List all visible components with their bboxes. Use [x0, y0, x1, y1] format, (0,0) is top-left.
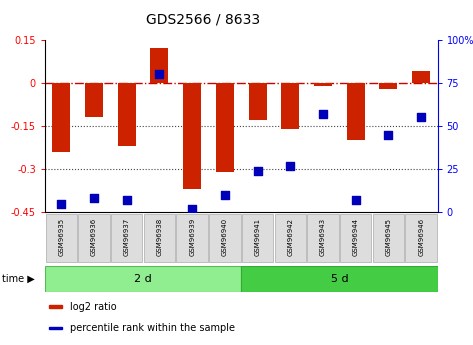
Bar — [150, 48, 168, 83]
Point — [188, 206, 196, 211]
Text: GSM96946: GSM96946 — [418, 218, 424, 256]
Text: GSM96941: GSM96941 — [254, 218, 261, 256]
Point — [254, 168, 262, 174]
Text: GSM96937: GSM96937 — [124, 218, 130, 256]
Text: GSM96938: GSM96938 — [157, 218, 162, 256]
Point — [287, 163, 294, 168]
Text: 5 d: 5 d — [331, 274, 348, 284]
Bar — [249, 83, 267, 120]
Text: GSM96940: GSM96940 — [222, 218, 228, 256]
Bar — [49, 327, 62, 329]
Bar — [118, 83, 136, 146]
Bar — [347, 83, 365, 140]
Bar — [85, 83, 103, 117]
Bar — [45, 266, 241, 292]
Bar — [216, 83, 234, 172]
Point — [156, 71, 163, 77]
Bar — [144, 214, 175, 263]
Point — [90, 196, 98, 201]
Text: GSM96936: GSM96936 — [91, 218, 97, 256]
Text: GSM96943: GSM96943 — [320, 218, 326, 256]
Bar — [49, 305, 62, 308]
Bar — [379, 83, 397, 89]
Text: GSM96935: GSM96935 — [58, 218, 64, 256]
Text: percentile rank within the sample: percentile rank within the sample — [70, 323, 235, 333]
Bar — [79, 214, 110, 263]
Point — [221, 192, 228, 198]
Point — [58, 201, 65, 206]
Bar — [209, 214, 241, 263]
Point — [123, 197, 131, 203]
Bar — [314, 83, 332, 86]
Bar — [45, 214, 77, 263]
Point — [417, 115, 425, 120]
Bar — [340, 214, 371, 263]
Bar — [307, 214, 339, 263]
Text: GSM96945: GSM96945 — [385, 218, 392, 256]
Bar — [53, 83, 70, 152]
Point — [385, 132, 392, 137]
Bar — [373, 214, 404, 263]
Bar — [176, 214, 208, 263]
Bar — [275, 214, 306, 263]
Point — [319, 111, 327, 117]
Text: time ▶: time ▶ — [2, 274, 35, 284]
Text: GSM96942: GSM96942 — [287, 218, 293, 256]
Bar — [242, 214, 273, 263]
Bar — [183, 83, 201, 189]
Text: log2 ratio: log2 ratio — [70, 302, 116, 312]
Text: GSM96939: GSM96939 — [189, 218, 195, 256]
Bar — [412, 71, 430, 83]
Bar — [405, 214, 437, 263]
Bar — [281, 83, 299, 129]
Text: GSM96944: GSM96944 — [353, 218, 359, 256]
Text: GDS2566 / 8633: GDS2566 / 8633 — [146, 12, 261, 26]
Text: 2 d: 2 d — [134, 274, 152, 284]
Bar — [241, 266, 438, 292]
Point — [352, 197, 359, 203]
Bar — [111, 214, 142, 263]
